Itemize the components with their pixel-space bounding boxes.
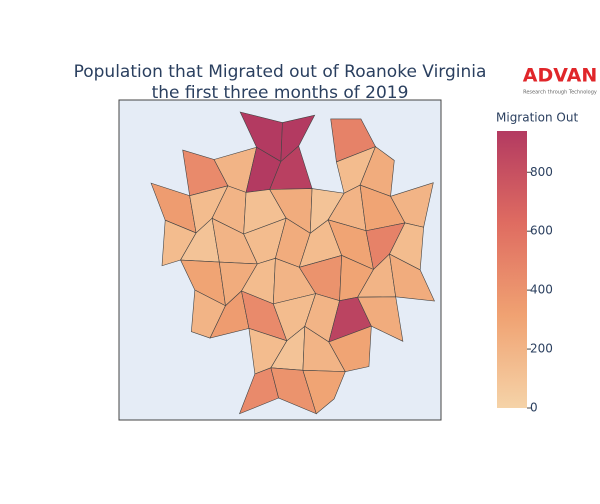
subtitle: the first three months of 2019 bbox=[152, 83, 409, 103]
title: Population that Migrated out of Roanoke … bbox=[74, 62, 487, 82]
colorbar-tick-label: 800 bbox=[530, 165, 553, 179]
logo: ADVAN bbox=[523, 65, 598, 87]
colorbar-tick-label: 0 bbox=[530, 401, 538, 415]
colorbar-tick-label: 200 bbox=[530, 342, 553, 356]
colorbar bbox=[497, 131, 527, 408]
map bbox=[150, 111, 435, 415]
colorbar-title: Migration Out bbox=[496, 111, 578, 125]
region bbox=[357, 296, 404, 342]
colorbar-tick-label: 600 bbox=[530, 224, 553, 238]
region bbox=[389, 253, 435, 302]
region bbox=[328, 325, 372, 372]
region bbox=[302, 369, 346, 415]
colorbar-tick-label: 400 bbox=[530, 283, 553, 297]
logo-tagline: Research through Technology bbox=[523, 90, 597, 96]
